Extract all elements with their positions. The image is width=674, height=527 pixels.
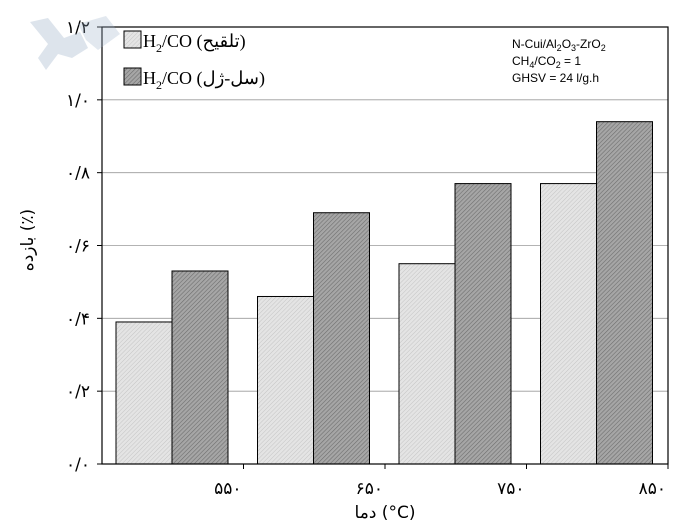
bar-sol-gel bbox=[596, 121, 653, 465]
y-tick-label: ۰/۶ bbox=[66, 237, 90, 257]
y-tick-label: ۱/۰ bbox=[66, 91, 90, 111]
legend: H2/CO (تلقیح) H2/CO (سل-ژل) bbox=[123, 30, 265, 92]
annotation-line: CH4/CO2 = 1 bbox=[512, 54, 581, 70]
x-tick-label: ۷۵۰ bbox=[497, 479, 524, 499]
y-tick-label: ۱/۲ bbox=[66, 18, 90, 38]
y-axis-ticks: ۰/۰ ۰/۲ ۰/۴ ۰/۶ ۰/۸ ۱/۰ ۱/۲ bbox=[66, 18, 102, 475]
x-tick-label: ۸۵۰ bbox=[639, 479, 666, 499]
bars bbox=[115, 121, 653, 465]
y-tick-label: ۰/۴ bbox=[66, 309, 90, 329]
legend-swatch bbox=[123, 30, 142, 49]
x-tick-label: ۵۵۰ bbox=[214, 479, 241, 499]
legend-swatch bbox=[123, 67, 142, 86]
x-tick-label: ۶۵۰ bbox=[356, 479, 383, 499]
legend-label: H2/CO (سل-ژل) bbox=[143, 68, 265, 92]
bar-sol-gel bbox=[454, 183, 512, 465]
bar-impregnation bbox=[540, 183, 597, 465]
legend-label: H2/CO (تلقیح) bbox=[143, 31, 246, 55]
bar-sol-gel bbox=[313, 212, 370, 465]
bar-impregnation bbox=[257, 295, 314, 465]
bar-sol-gel bbox=[171, 270, 229, 465]
annotation-line: GHSV = 24 l/g.h bbox=[512, 71, 599, 85]
bar-impregnation bbox=[398, 263, 456, 465]
x-axis-ticks: ۵۵۰ ۶۵۰ ۷۵۰ ۸۵۰ bbox=[214, 464, 669, 499]
annotation-line: N-Cui/Al2O3-ZrO2 bbox=[512, 37, 606, 53]
y-axis-label: بازده (٪) bbox=[18, 209, 38, 271]
bar-impregnation bbox=[115, 321, 173, 465]
y-tick-label: ۰/۰ bbox=[66, 455, 90, 475]
y-tick-label: ۰/۸ bbox=[66, 164, 90, 184]
y-tick-label: ۰/۲ bbox=[66, 382, 90, 402]
x-axis-label: دما (°C) bbox=[355, 503, 416, 523]
